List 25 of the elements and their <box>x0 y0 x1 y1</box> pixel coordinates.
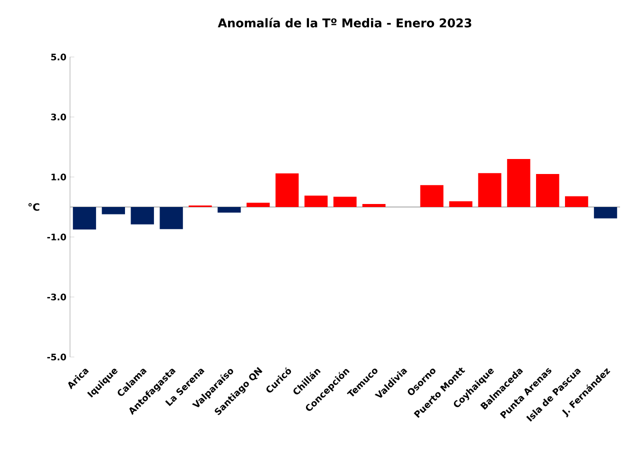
bar <box>72 206 96 230</box>
bar <box>333 196 357 207</box>
bar <box>160 206 183 230</box>
bar <box>478 173 502 207</box>
chart-title: Anomalía de la Tº Media - Enero 2023 <box>218 18 472 28</box>
y-axis-title: °C <box>28 203 40 211</box>
bar <box>536 174 560 207</box>
y-tick-label: -3.0 <box>47 294 66 300</box>
bar <box>362 204 386 207</box>
bar <box>449 201 472 207</box>
bar <box>304 196 328 207</box>
y-tick-label: 3.0 <box>51 114 66 120</box>
bar <box>246 202 270 207</box>
y-tick-label: 5.0 <box>51 54 66 60</box>
bar <box>276 173 299 207</box>
y-tick-label: -1.0 <box>47 234 66 240</box>
bar <box>420 185 444 207</box>
y-tick-label: -5.0 <box>47 354 66 360</box>
bar <box>102 206 126 214</box>
bar <box>564 196 588 207</box>
bar <box>130 206 154 224</box>
bar <box>594 206 618 218</box>
bar <box>507 158 530 207</box>
bar <box>218 206 241 213</box>
y-tick-label: 1.0 <box>52 174 66 180</box>
